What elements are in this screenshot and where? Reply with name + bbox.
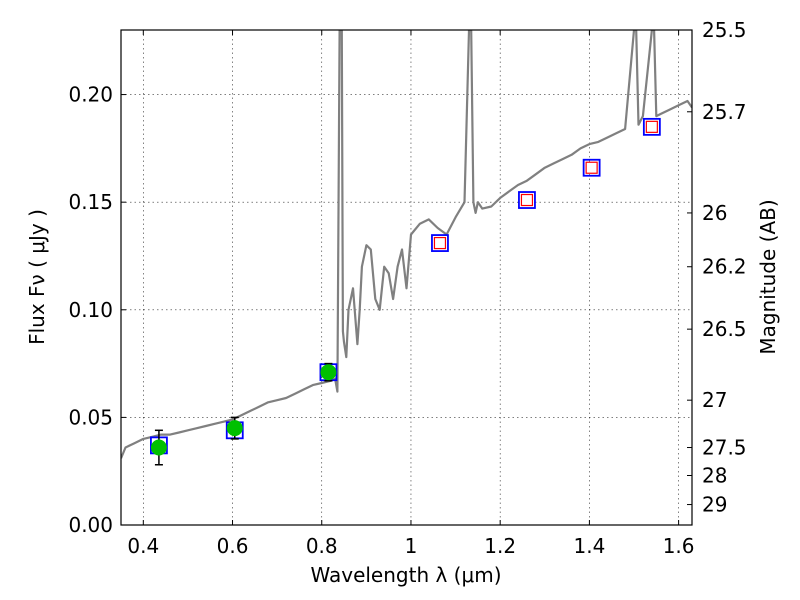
y-tick-label: 0.15 bbox=[68, 190, 113, 214]
model-spectrum-line bbox=[121, 30, 692, 459]
x-tick-label: 0.8 bbox=[306, 534, 338, 558]
data-layer bbox=[121, 30, 692, 459]
y2-tick-label: 28 bbox=[702, 464, 727, 488]
x-tick-label: 1.6 bbox=[663, 534, 695, 558]
y-tick-label: 0.05 bbox=[68, 405, 113, 429]
y2-tick-label: 25.7 bbox=[702, 100, 747, 124]
y2-tick-label: 29 bbox=[702, 493, 727, 517]
grid-lines bbox=[121, 30, 692, 526]
x-tick-label: 1.2 bbox=[484, 534, 516, 558]
y-tick-label: 0.10 bbox=[68, 298, 113, 322]
y2-tick-label: 26.5 bbox=[702, 317, 747, 341]
y2-tick-label: 26 bbox=[702, 201, 727, 225]
plot-frame bbox=[120, 29, 693, 526]
y2-tick-label: 27.5 bbox=[702, 436, 747, 460]
y-axis-label: Flux Fν ( μJy ) bbox=[25, 209, 49, 345]
observed-point bbox=[226, 420, 243, 437]
x-tick-label: 1.4 bbox=[573, 534, 605, 558]
y2-tick-label: 26.2 bbox=[702, 255, 747, 279]
x-tick-label: 0.4 bbox=[127, 534, 159, 558]
model-point bbox=[518, 191, 536, 209]
model-point bbox=[431, 234, 449, 252]
upper-limit-point bbox=[645, 120, 658, 133]
y-tick-label: 0.20 bbox=[68, 83, 113, 107]
upper-limit-point bbox=[520, 193, 534, 207]
upper-limit-point bbox=[585, 161, 598, 174]
y-tick-label: 0.00 bbox=[68, 513, 113, 537]
observed-point bbox=[320, 364, 337, 381]
observed-point bbox=[150, 439, 167, 456]
y2-axis-label: Magnitude (AB) bbox=[756, 199, 780, 354]
model-point bbox=[582, 158, 601, 177]
model-point bbox=[642, 117, 661, 136]
y2-tick-label: 27 bbox=[702, 388, 727, 412]
x-tick-label: 1 bbox=[405, 534, 418, 558]
marker-layer bbox=[150, 117, 661, 466]
x-axis-label: Wavelength λ (μm) bbox=[310, 563, 501, 587]
tick-layer: 0.4 0.6 0.8 1 1.2 1.4 1.6 0.00 0.05 0.10 0.15 0.20 2… bbox=[68, 18, 746, 558]
upper-limit-point bbox=[433, 236, 447, 250]
x-tick-label: 0.6 bbox=[217, 534, 249, 558]
y2-tick-label: 25.5 bbox=[702, 18, 747, 42]
